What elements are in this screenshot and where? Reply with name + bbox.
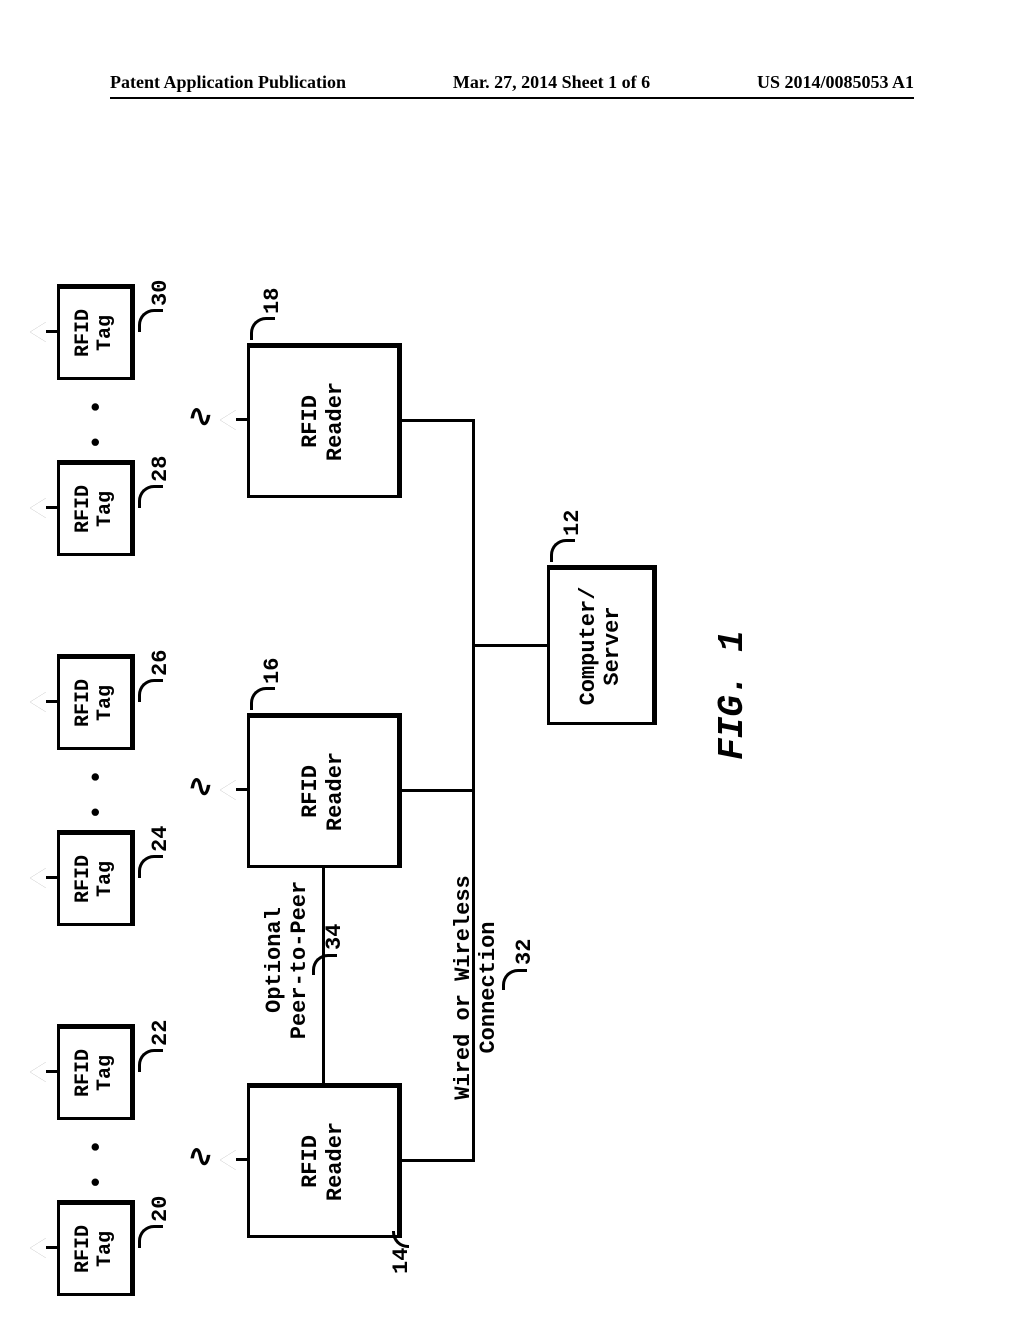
rfid-tag-26: RFID Tag: [57, 654, 135, 750]
connection-label: Wired or Wireless Connection: [451, 865, 502, 1110]
ref-28: 28: [149, 456, 172, 482]
edge: [472, 644, 547, 647]
ref-30: 30: [149, 280, 172, 306]
ref-12: 12: [561, 510, 584, 536]
edge: [402, 789, 472, 792]
header-left: Patent Application Publication: [110, 72, 346, 93]
rfid-tag-28: RFID Tag: [57, 460, 135, 556]
ref-18: 18: [261, 288, 284, 314]
ref-16: 16: [261, 658, 284, 684]
ref-leader: [312, 954, 337, 975]
computer-server-12: Computer/ Server: [547, 565, 657, 725]
ref-leader: [138, 485, 163, 508]
rfid-reader-14: RFID Reader: [247, 1083, 402, 1238]
figure-1-diagram: RFID Tag 20 • • • RFID Tag 22 RFID Tag 2…: [62, 160, 962, 1240]
wireless-icon: ∿: [188, 399, 213, 436]
rfid-tag-20: RFID Tag: [57, 1200, 135, 1296]
rfid-tag-22: RFID Tag: [57, 1024, 135, 1120]
ref-leader: [250, 317, 275, 340]
header-rule: [110, 97, 914, 99]
ref-leader: [138, 309, 163, 332]
antenna-icon: [220, 780, 248, 800]
antenna-icon: [220, 410, 248, 430]
wireless-icon: ∿: [188, 1139, 213, 1176]
figure-caption: FIG. 1: [712, 630, 753, 760]
ref-leader: [138, 1049, 163, 1072]
ref-leader: [392, 1231, 409, 1248]
ref-26: 26: [149, 650, 172, 676]
antenna-icon: [220, 1150, 248, 1170]
p2p-label: Optional Peer-to-Peer: [262, 880, 313, 1040]
edge: [402, 1159, 472, 1162]
antenna-icon: [30, 692, 58, 712]
ref-24: 24: [149, 826, 172, 852]
header-right: US 2014/0085053 A1: [757, 72, 914, 93]
ref-32: 32: [513, 939, 536, 965]
ref-leader: [138, 855, 163, 878]
wireless-icon: ∿: [188, 769, 213, 806]
header-center: Mar. 27, 2014 Sheet 1 of 6: [453, 72, 650, 93]
antenna-icon: [30, 1238, 58, 1258]
ref-leader: [250, 687, 275, 710]
rfid-reader-18: RFID Reader: [247, 343, 402, 498]
ref-leader: [550, 539, 575, 562]
ref-leader: [502, 969, 527, 990]
ref-22: 22: [149, 1020, 172, 1046]
ref-leader: [138, 679, 163, 702]
antenna-icon: [30, 1062, 58, 1082]
ref-leader: [138, 1225, 163, 1248]
antenna-icon: [30, 498, 58, 518]
rfid-reader-16: RFID Reader: [247, 713, 402, 868]
ref-20: 20: [149, 1196, 172, 1222]
ref-34: 34: [323, 924, 346, 950]
rfid-tag-30: RFID Tag: [57, 284, 135, 380]
edge: [402, 419, 472, 422]
rfid-tag-24: RFID Tag: [57, 830, 135, 926]
ref-14: 14: [390, 1248, 413, 1274]
page-header: Patent Application Publication Mar. 27, …: [0, 72, 1024, 93]
antenna-icon: [30, 868, 58, 888]
antenna-icon: [30, 322, 58, 342]
p2p-edge: [322, 868, 325, 1083]
